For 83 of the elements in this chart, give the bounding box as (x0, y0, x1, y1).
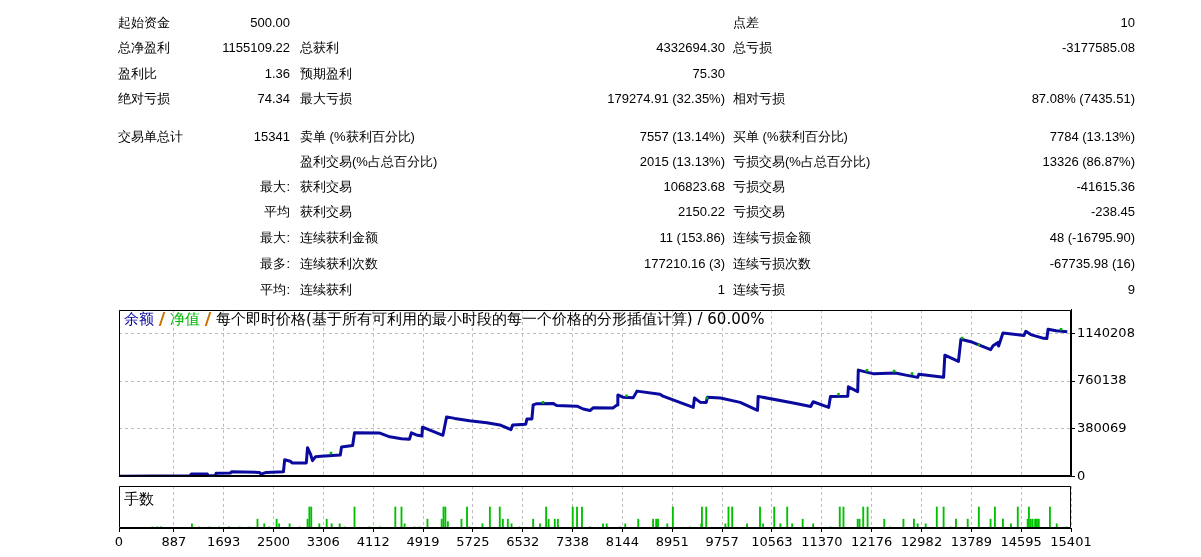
x-tick-label: 0 (114, 534, 124, 550)
text: 2150.22 (678, 204, 725, 220)
x-tick-label: 8144 (605, 534, 639, 550)
text: 48 (-16795.90) (1049, 230, 1135, 246)
text: 总净盈利 (118, 40, 170, 56)
x-tick-label: 4112 (356, 534, 390, 550)
text: 74.34 (257, 91, 290, 107)
text: 11 (153.86) (659, 230, 725, 246)
x-tick-label: 6532 (506, 534, 540, 550)
x-tick-label: 887 (161, 534, 187, 550)
text: -67735.98 (16) (1049, 256, 1135, 272)
text: 亏损交易 (733, 204, 785, 220)
x-tick-label: 10563 (751, 534, 793, 550)
y-tick-label: 760138 (1077, 372, 1127, 388)
x-tick-label: 15401 (1050, 534, 1092, 550)
text: 177210.16 (3) (644, 256, 725, 272)
x-tick-label: 5725 (456, 534, 490, 550)
text: 13326 (86.87%) (1042, 154, 1135, 170)
x-tick-label: 9757 (705, 534, 739, 550)
text: 绝对亏损 (118, 91, 170, 107)
text: 获利交易 (300, 204, 352, 220)
text: 交易单总计 (118, 129, 183, 145)
text: 7784 (13.13%) (1049, 129, 1135, 145)
text: 1 (717, 282, 725, 298)
text: 10 (1120, 15, 1135, 31)
text: 75.30 (692, 66, 725, 82)
text: 点差 (733, 15, 759, 31)
text: 平均: (260, 282, 290, 298)
text: 卖单 (%获利百分比) (300, 129, 415, 145)
text: 买单 (%获利百分比) (733, 129, 848, 145)
text: 总亏损 (733, 40, 772, 56)
text: 盈利交易(%占总百分比) (300, 154, 438, 170)
text: 盈利比 (118, 66, 157, 82)
text: 连续获利次数 (300, 256, 378, 272)
x-tick-label: 12176 (850, 534, 893, 550)
text: -3177585.08 (1061, 40, 1135, 56)
y-tick-label: 0 (1077, 467, 1086, 483)
text: 179274.91 (32.35%) (607, 91, 725, 107)
text: 连续亏损金额 (733, 230, 811, 246)
text: 连续亏损 (733, 282, 785, 298)
text: 4332694.30 (656, 40, 725, 56)
text: 1155109.22 (222, 40, 290, 56)
text: 最大亏损 (300, 91, 352, 107)
text: 相对亏损 (733, 91, 785, 107)
text: -41615.36 (1076, 179, 1135, 195)
text: 亏损交易(%占总百分比) (733, 154, 871, 170)
text: 15341 (253, 129, 290, 145)
text: 余额 (124, 310, 154, 328)
text: 连续获利金额 (300, 230, 378, 246)
text: 最大: (260, 179, 290, 195)
chart-title: 每个即时价格(基于所有可利用的最小时段的每一个价格的分形插值计算) / 60.00% (216, 310, 765, 328)
text: 连续亏损次数 (733, 256, 811, 272)
text: 最大: (260, 230, 290, 246)
text: 起始资金 (118, 15, 170, 31)
text: 最多: (260, 256, 290, 272)
text: 预期盈利 (300, 66, 352, 82)
text: 连续获利 (300, 282, 352, 298)
x-tick-label: 14595 (1000, 534, 1042, 550)
text: 9 (1127, 282, 1135, 298)
text: -238.45 (1090, 204, 1135, 220)
x-tick-label: 7338 (556, 534, 590, 550)
x-tick-label: 1693 (207, 534, 241, 550)
x-tick-label: 3306 (306, 534, 340, 550)
text: 亏损交易 (733, 179, 785, 195)
x-tick-label: 8951 (655, 534, 689, 550)
x-tick-label: 12982 (900, 534, 943, 550)
y-tick-label: 1140208 (1077, 324, 1135, 340)
x-tick-label: 2500 (256, 534, 291, 550)
y-tick-label: 380069 (1077, 420, 1127, 436)
text: 获利交易 (300, 179, 352, 195)
text: 2015 (13.13%) (639, 154, 725, 170)
text: 500.00 (250, 15, 290, 31)
text: 总获利 (300, 40, 339, 56)
x-tick-label: 4919 (406, 534, 440, 550)
text: 7557 (13.14%) (639, 129, 725, 145)
text: 平均 (264, 204, 290, 220)
text: 106823.68 (663, 179, 725, 195)
text: 净值 (170, 310, 200, 328)
x-tick-label: 13789 (950, 534, 993, 550)
text: 87.08% (7435.51) (1031, 91, 1135, 107)
chart-title: 手数 (124, 490, 154, 508)
x-tick-label: 11370 (801, 534, 843, 550)
text: 1.36 (264, 66, 290, 82)
